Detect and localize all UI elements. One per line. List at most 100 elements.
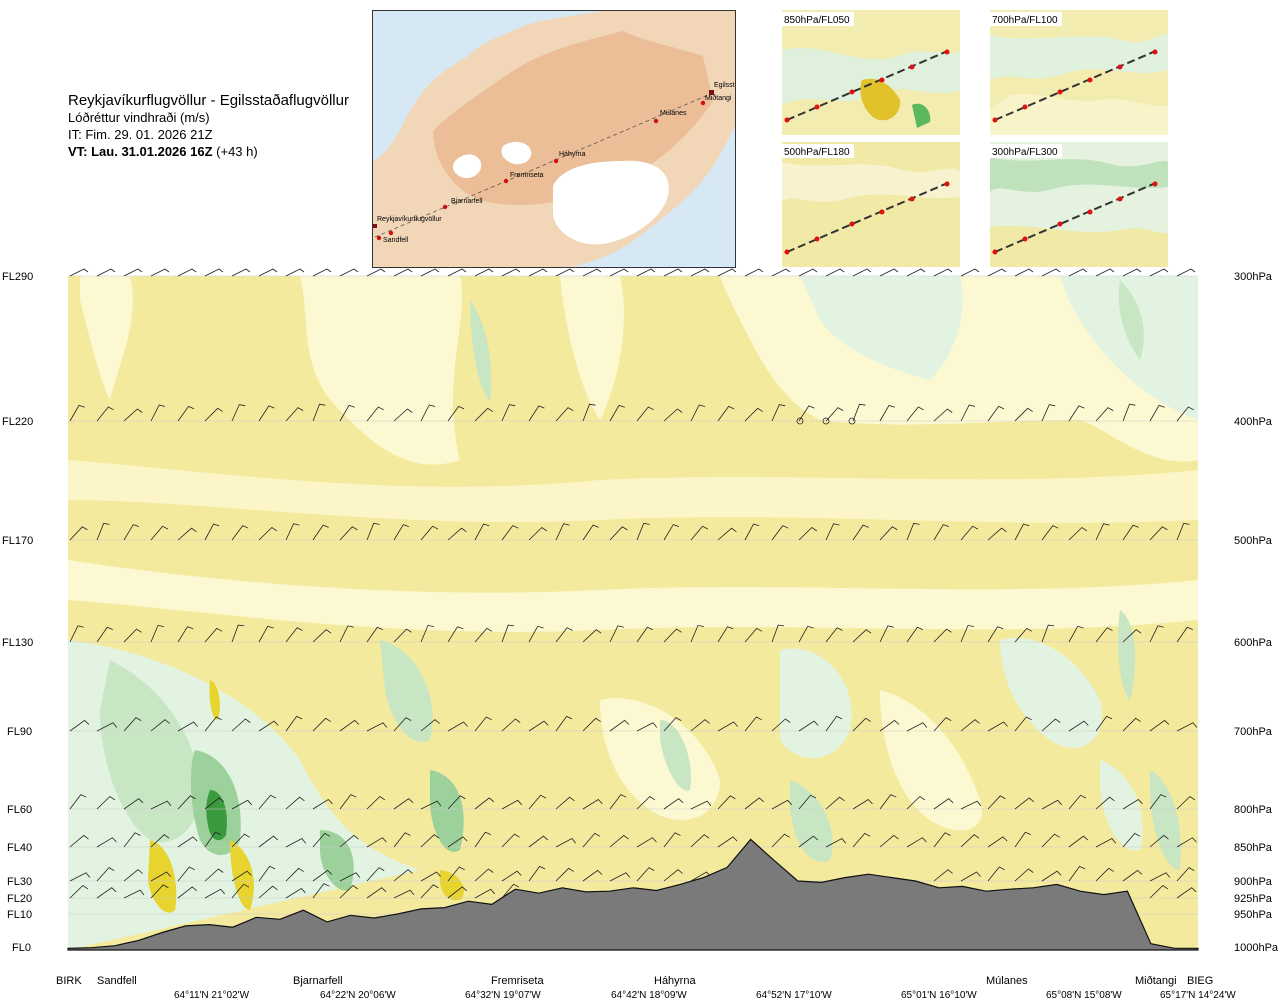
wind-barb bbox=[420, 268, 440, 277]
hpa-label: 800hPa bbox=[1234, 804, 1273, 816]
wind-barb bbox=[528, 720, 549, 732]
wind-barb bbox=[609, 834, 629, 848]
wind-barb bbox=[1095, 715, 1113, 732]
wind-barb bbox=[1176, 722, 1198, 732]
coordinate-label: 64°42'N 18°09'W bbox=[611, 990, 687, 1001]
map-waypoint-mulanes bbox=[653, 118, 659, 124]
wind-barb bbox=[1095, 837, 1117, 848]
wind-barb bbox=[96, 406, 114, 422]
wind-barb bbox=[123, 524, 140, 541]
hpa-label: 950hPa bbox=[1234, 909, 1273, 921]
wind-barb bbox=[123, 798, 144, 810]
wind-barb bbox=[744, 797, 765, 810]
wind-barb bbox=[555, 523, 570, 541]
wind-barb bbox=[987, 795, 1006, 810]
wind-barb bbox=[447, 405, 465, 422]
vertical-velocity-field bbox=[68, 276, 1198, 950]
wind-barb bbox=[123, 717, 142, 732]
wind-barb bbox=[582, 869, 603, 882]
wind-barb bbox=[879, 404, 895, 422]
map-label: Fremriseta bbox=[510, 172, 544, 179]
wind-barb bbox=[1014, 627, 1033, 643]
wind-barb bbox=[609, 625, 624, 643]
wind-barb bbox=[609, 404, 625, 422]
wind-barb bbox=[906, 837, 927, 848]
wind-barb bbox=[879, 268, 899, 277]
mini-map-label: 300hPa/FL300 bbox=[992, 147, 1058, 158]
waypoint-label: Miðtangi bbox=[1135, 975, 1177, 987]
wind-barb bbox=[150, 404, 166, 422]
wind-barb bbox=[231, 833, 250, 848]
wind-barb bbox=[1176, 887, 1197, 899]
wind-barb bbox=[393, 408, 413, 422]
wind-barb bbox=[69, 404, 85, 422]
wind-barb bbox=[1122, 798, 1143, 810]
wind-barb bbox=[312, 268, 332, 277]
wind-barb bbox=[852, 832, 871, 848]
wind-barb bbox=[501, 624, 515, 643]
fl-label: FL90 bbox=[7, 726, 32, 738]
waypoint-label: Bjarnarfell bbox=[293, 975, 343, 987]
wind-barb bbox=[474, 888, 495, 899]
chart-subtitle: Lóðréttur vindhraði (m/s) bbox=[68, 110, 210, 125]
wind-barb bbox=[501, 718, 521, 732]
wind-barb bbox=[447, 795, 466, 810]
wind-barb bbox=[366, 722, 388, 732]
wind-barb bbox=[987, 721, 1008, 732]
wind-barb bbox=[1176, 406, 1194, 422]
wind-barb bbox=[96, 626, 113, 643]
wind-barb bbox=[474, 407, 493, 422]
route-map: Sandfell Reykjavíkurflugvöllur Bjarnarfe… bbox=[372, 10, 736, 268]
wind-barb bbox=[663, 798, 684, 810]
fl-label: FL220 bbox=[2, 416, 33, 428]
wind-barb bbox=[825, 715, 843, 732]
wind-barb bbox=[852, 403, 866, 422]
wind-barb bbox=[960, 268, 980, 277]
wind-barb bbox=[285, 715, 303, 732]
wind-barb bbox=[420, 834, 440, 848]
wind-barb bbox=[555, 715, 573, 732]
terrain-profile bbox=[67, 838, 1199, 951]
wind-barb bbox=[96, 268, 116, 277]
calm-wind-marker bbox=[848, 417, 856, 425]
fl-label: FL290 bbox=[2, 271, 33, 283]
wind-barb bbox=[231, 624, 245, 643]
wind-barb bbox=[636, 722, 658, 732]
wind-barb bbox=[1041, 833, 1060, 848]
mini-map-label: 700hPa/FL100 bbox=[992, 15, 1058, 26]
wind-barb bbox=[393, 832, 411, 848]
wind-barb bbox=[1149, 794, 1167, 810]
wind-barb bbox=[555, 796, 575, 810]
mini-map-700: 700hPa/FL100 bbox=[990, 10, 1168, 135]
wind-barb bbox=[582, 832, 601, 848]
map-waypoint-egilsstadir bbox=[709, 90, 714, 95]
wind-barb bbox=[636, 837, 657, 848]
wind-barb bbox=[906, 795, 926, 810]
wind-barb bbox=[474, 716, 492, 732]
wind-barb bbox=[1041, 718, 1061, 732]
wind-barb bbox=[1149, 719, 1170, 732]
wind-barb bbox=[663, 268, 683, 277]
wind-barb bbox=[285, 407, 304, 422]
wind-barb bbox=[312, 717, 331, 732]
wind-barb bbox=[717, 795, 736, 810]
wind-barb bbox=[555, 627, 573, 643]
wind-barb bbox=[393, 717, 412, 732]
wind-barb bbox=[177, 527, 197, 541]
wind-barb bbox=[96, 867, 115, 882]
wind-barb bbox=[798, 405, 815, 422]
wind-barb bbox=[852, 268, 872, 277]
mini-map-label: 500hPa/FL180 bbox=[784, 147, 850, 158]
map-waypoint-birk bbox=[373, 224, 377, 228]
wind-barb bbox=[177, 268, 197, 277]
waypoint-labels: BIRK Sandfell Bjarnarfell Fremriseta Háh… bbox=[56, 975, 1213, 987]
wind-barb bbox=[1014, 831, 1031, 848]
wind-barb bbox=[447, 866, 465, 882]
wind-barb bbox=[204, 627, 223, 643]
wind-barb bbox=[501, 404, 516, 422]
wind-barb bbox=[258, 405, 275, 422]
wind-barb bbox=[690, 800, 712, 810]
fl-label: FL30 bbox=[7, 876, 32, 888]
wind-barb bbox=[474, 797, 495, 810]
wind-barb bbox=[1149, 404, 1165, 422]
